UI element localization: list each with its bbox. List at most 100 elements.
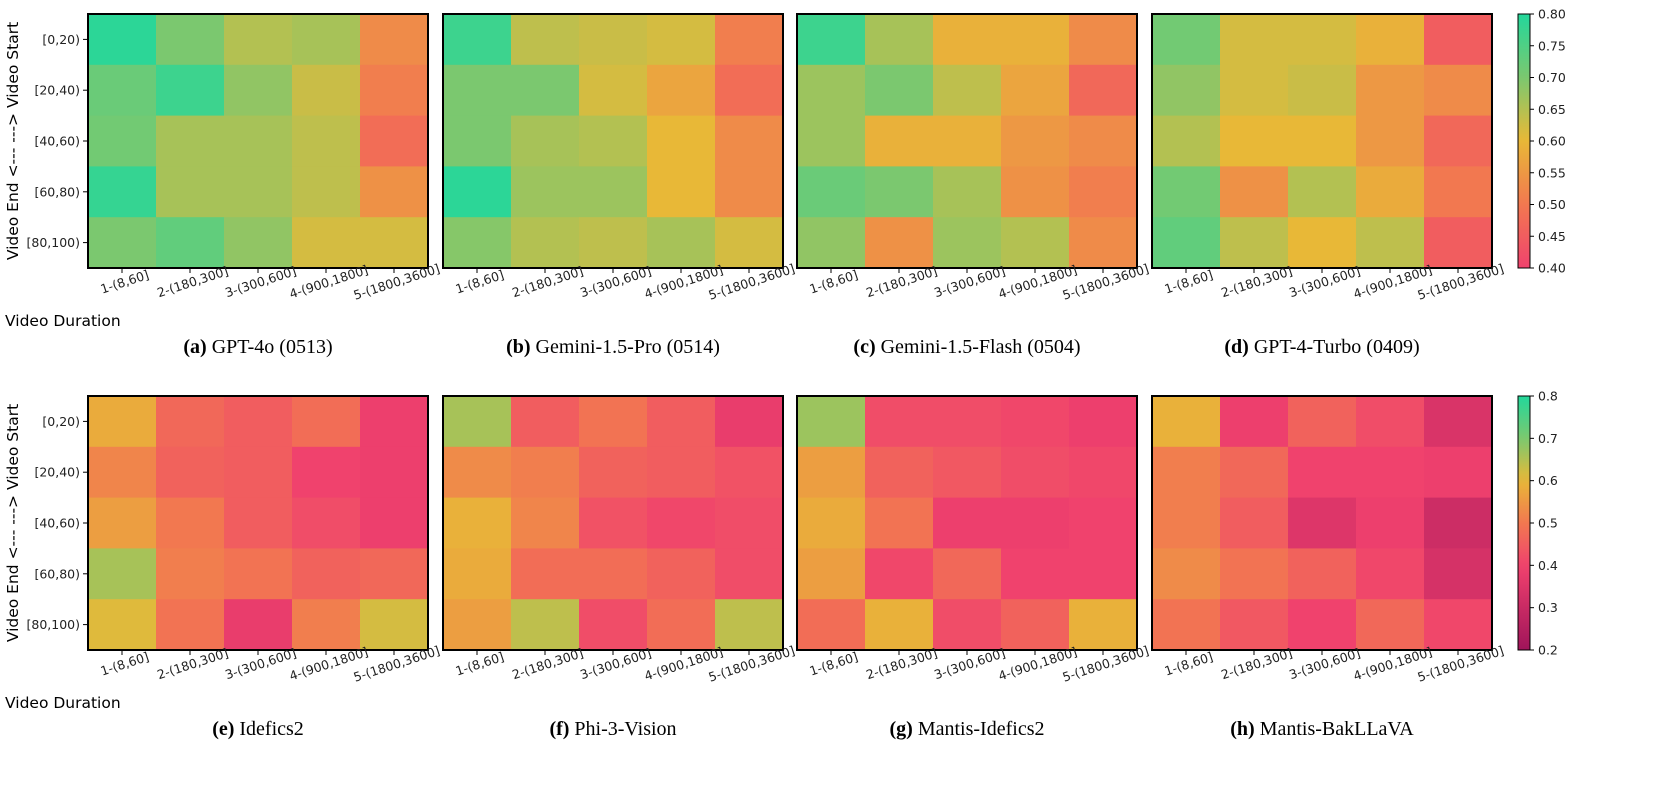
heatmap-cell	[1424, 64, 1493, 117]
panel-tag: (e)	[212, 718, 234, 740]
heatmap-cell	[360, 217, 429, 269]
heatmap-cell	[88, 14, 157, 66]
heatmap-cell	[1288, 64, 1357, 117]
heatmap-cell	[224, 14, 293, 66]
heatmap-cell	[715, 497, 784, 549]
heatmap-cell	[1152, 166, 1221, 218]
colorbar-tick-label: 0.65	[1538, 102, 1566, 117]
heatmap-cell	[1069, 396, 1138, 448]
heatmap-cell	[156, 115, 225, 167]
heatmap-cell	[1424, 115, 1493, 167]
heatmap-cell	[292, 548, 361, 600]
heatmap-cell	[797, 166, 866, 218]
heatmap-cell	[715, 217, 784, 269]
y-tick-label: [60,80)	[34, 184, 80, 199]
heatmap-cell	[1220, 64, 1289, 117]
heatmap-cell	[715, 396, 784, 448]
heatmap-cell	[933, 166, 1002, 218]
heatmap-cell	[1069, 548, 1138, 600]
heatmap-cell	[1288, 396, 1357, 448]
heatmap-cell	[1001, 14, 1070, 66]
heatmap-cell	[1152, 599, 1221, 651]
heatmap-cell	[1288, 446, 1357, 499]
heatmap-cell	[443, 497, 512, 549]
heatmap-cell	[1356, 497, 1425, 549]
colorbar-tick-label: 0.50	[1538, 197, 1566, 212]
heatmap-cell	[1424, 497, 1493, 549]
heatmap-cell	[865, 548, 934, 600]
heatmap-cell	[1220, 548, 1289, 600]
heatmap-cell	[865, 166, 934, 218]
x-tick-label: 1-(8,60]	[807, 649, 859, 679]
heatmap-cell	[579, 217, 648, 269]
x-axis-label: Video Duration	[5, 312, 121, 330]
heatmap-cell	[647, 166, 716, 218]
panel-title: GPT-4o (0513)	[207, 336, 333, 358]
heatmap-cell	[715, 115, 784, 167]
colorbar-tick-label: 0.7	[1538, 431, 1558, 446]
heatmap-cell	[292, 14, 361, 66]
panel-caption: (f) Phi-3-Vision	[549, 718, 676, 740]
heatmap-cell	[1424, 217, 1493, 269]
heatmap-cell	[292, 497, 361, 549]
heatmap-cell	[1069, 497, 1138, 549]
heatmap-cell	[511, 548, 580, 600]
heatmap-cell	[647, 548, 716, 600]
heatmap-cell	[1220, 14, 1289, 66]
x-tick-label: 1-(8,60]	[1162, 267, 1214, 297]
heatmap-cell	[1424, 548, 1493, 600]
colorbar-tick-label: 0.75	[1538, 38, 1566, 53]
colorbar-tick-label: 0.5	[1538, 516, 1558, 531]
heatmap-cell	[156, 446, 225, 499]
heatmap-cell	[1356, 64, 1425, 117]
heatmap-cell	[360, 166, 429, 218]
heatmap-cell	[1356, 166, 1425, 218]
colorbar-tick-label: 0.80	[1538, 7, 1566, 22]
heatmap-cell	[933, 115, 1002, 167]
heatmap-cell	[579, 446, 648, 499]
y-tick-label: [80,100)	[27, 235, 81, 250]
heatmap-cell	[715, 166, 784, 218]
heatmap-cell	[579, 548, 648, 600]
heatmap-cell	[715, 446, 784, 499]
heatmap-cell	[933, 497, 1002, 549]
heatmap-cell	[1288, 548, 1357, 600]
heatmap-cell	[156, 217, 225, 269]
heatmap-cell	[579, 14, 648, 66]
heatmap-cell	[865, 396, 934, 448]
heatmap-cell	[797, 217, 866, 269]
heatmap-cell	[292, 396, 361, 448]
heatmap-cell	[1356, 548, 1425, 600]
heatmap-cell	[224, 599, 293, 651]
heatmap-cell	[1001, 396, 1070, 448]
heatmap-cell	[156, 64, 225, 117]
heatmap-cell	[443, 14, 512, 66]
heatmap-cell	[443, 115, 512, 167]
heatmap-cell	[88, 166, 157, 218]
heatmap-cell	[1152, 115, 1221, 167]
heatmap-cell	[360, 446, 429, 499]
heatmap-cell	[88, 497, 157, 549]
heatmap-cell	[156, 599, 225, 651]
heatmap-cell	[647, 497, 716, 549]
heatmap-cell	[647, 14, 716, 66]
heatmap-cell	[1356, 115, 1425, 167]
heatmap-cell	[511, 64, 580, 117]
panel-tag: (f)	[549, 718, 569, 740]
heatmap-cell	[1001, 64, 1070, 117]
colorbar-tick-label: 0.70	[1538, 70, 1566, 85]
heatmap-cell	[1069, 599, 1138, 651]
heatmap-cell	[1069, 115, 1138, 167]
heatmap-cell	[865, 497, 934, 549]
panel-caption: (a) GPT-4o (0513)	[183, 336, 332, 358]
heatmap-cell	[292, 599, 361, 651]
heatmap-cell	[933, 396, 1002, 448]
colorbar	[1517, 13, 1531, 269]
heatmap-cell	[1288, 217, 1357, 269]
heatmap-cell	[88, 599, 157, 651]
heatmap-cell	[88, 548, 157, 600]
heatmap-cell	[1001, 166, 1070, 218]
heatmap-cell	[1288, 166, 1357, 218]
heatmap-cell	[1220, 217, 1289, 269]
colorbar-tick-label: 0.2	[1538, 643, 1558, 658]
